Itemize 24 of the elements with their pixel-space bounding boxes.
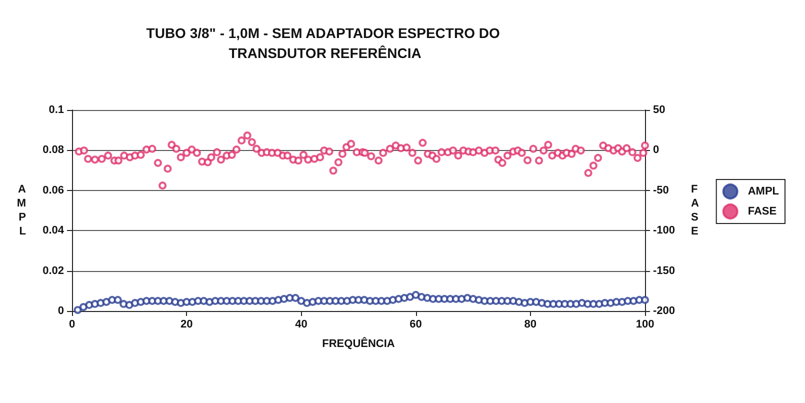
y2-tick-label: -100 — [653, 224, 676, 237]
y2-axis-title: FASE — [691, 184, 699, 238]
y-tick-label: 0.04 — [42, 224, 65, 237]
x-tick-label: 20 — [180, 318, 193, 330]
y-axis-title: AMPL — [16, 184, 26, 238]
chart-title: TUBO 3/8" - 1,0M - SEM ADAPTADOR ESPECTRO DO TRANSDUTOR REFERÊNCIA — [146, 25, 504, 61]
y-tick-label: 0.06 — [42, 184, 64, 196]
x-tick-label: 0 — [68, 318, 76, 330]
y2-tick-label: -150 — [653, 264, 676, 277]
x-axis-title: FREQUÊNCIA — [322, 337, 395, 350]
y-tick-label: 0 — [58, 305, 64, 317]
y-tick-label: 0.02 — [42, 264, 64, 277]
x-tick-label: 100 — [636, 318, 654, 330]
legend-label: FASE — [748, 206, 777, 218]
legend-label: AMPL — [748, 186, 780, 198]
x-tick-label: 80 — [524, 318, 537, 330]
y2-tick-label: -50 — [653, 184, 669, 196]
y-tick-label: 0.08 — [42, 144, 64, 156]
y2-tick-label: 0 — [653, 144, 660, 156]
y-tick-label: 0.1 — [48, 104, 64, 116]
y2-tick-label: -200 — [653, 305, 676, 317]
x-tick-label: 60 — [410, 318, 422, 330]
y2-tick-label: 50 — [653, 104, 666, 116]
x-tick-label: 40 — [295, 318, 308, 330]
